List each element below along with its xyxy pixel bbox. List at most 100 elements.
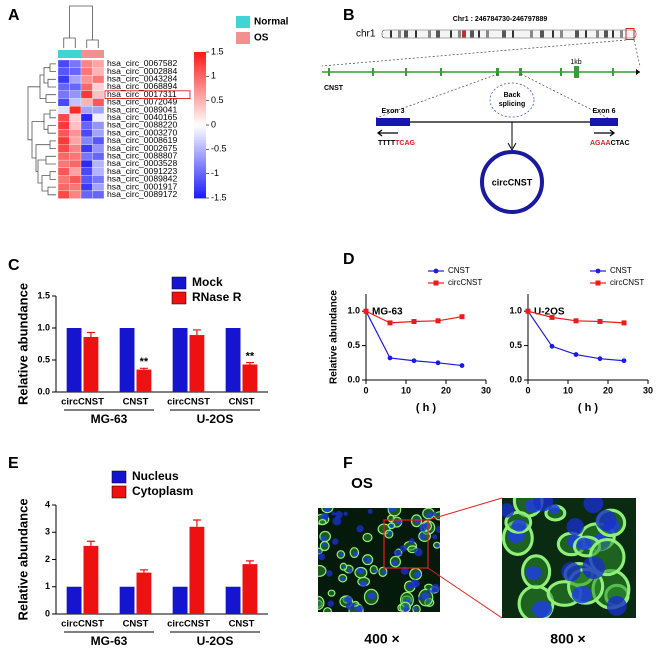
- splice-arrow: [507, 122, 517, 152]
- colorbar-segment: [194, 64, 206, 67]
- group-label: U-2OS: [197, 412, 234, 426]
- nucleus: [414, 548, 423, 557]
- colorbar-segment: [194, 195, 206, 199]
- nucleus: [359, 581, 367, 587]
- x-axis-label: ( h ): [578, 402, 598, 414]
- colorbar-segment: [194, 144, 206, 148]
- heatmap-cell: [80, 113, 93, 122]
- x-tick-label: circCNST: [61, 619, 104, 630]
- point: [573, 318, 579, 324]
- heatmap-cell: [57, 98, 70, 107]
- legend-label: circCNST: [448, 278, 482, 287]
- exon-label: Exon 6: [593, 108, 616, 115]
- panel-label: C: [8, 257, 20, 274]
- legend-label: CNST: [610, 266, 632, 275]
- heatmap-cell: [92, 82, 105, 91]
- chromosome-band: [502, 30, 506, 38]
- x-tick-label: CNST: [123, 397, 149, 408]
- heatmap-cell: [69, 106, 82, 115]
- colorbar-tick-label: -1: [211, 168, 219, 178]
- group-label: U-2OS: [197, 634, 234, 648]
- row-label: hsa_circ_0068894: [107, 81, 177, 91]
- nucleus: [431, 583, 440, 593]
- sequence: TTTTTCAG: [378, 140, 415, 147]
- chromosome-band: [560, 30, 563, 38]
- nucleus: [420, 592, 430, 600]
- panel-label: B: [343, 7, 355, 24]
- heatmap-cell: [80, 106, 93, 115]
- nucleus: [561, 561, 581, 582]
- colorbar-segment: [194, 71, 206, 75]
- bar: [66, 586, 82, 614]
- bar: [119, 328, 135, 392]
- nucleus: [344, 595, 353, 603]
- column-annotation: [69, 50, 81, 58]
- legend-marker: [433, 280, 439, 286]
- row-label: hsa_circ_0072049: [107, 97, 177, 107]
- point: [387, 355, 393, 361]
- colorbar-segment: [194, 178, 206, 182]
- row-label: hsa_circ_0003528: [107, 158, 177, 168]
- chromosome-band: [620, 30, 623, 38]
- cell: [327, 589, 336, 597]
- chromosome: [381, 29, 637, 39]
- colorbar-tick-label: 1: [211, 71, 216, 81]
- heatmap-cell: [80, 98, 93, 107]
- colorbar-tick-label: -0.5: [211, 144, 227, 154]
- colorbar-segment: [194, 95, 206, 99]
- point: [621, 320, 627, 326]
- chart-title: U-2OS: [534, 307, 565, 318]
- chromosome-band: [596, 30, 599, 38]
- point: [597, 319, 603, 325]
- colorbar-segment: [194, 151, 206, 155]
- nucleus: [381, 570, 387, 575]
- row-label: hsa_circ_0008619: [107, 135, 177, 145]
- legend-label: Nucleus: [132, 469, 179, 483]
- zoom-box: [383, 519, 429, 569]
- y-tick-label: 1.0: [509, 306, 522, 316]
- heatmap-cell: [92, 75, 105, 84]
- nucleus: [391, 560, 398, 566]
- panel-label: F: [343, 455, 353, 472]
- colorbar-segment: [194, 54, 206, 58]
- nucleus: [414, 518, 421, 524]
- heatmap-cell: [92, 67, 105, 76]
- point: [411, 358, 417, 364]
- micrograph-zoom: [502, 498, 636, 618]
- colorbar-segment: [194, 78, 206, 82]
- colorbar-segment: [194, 52, 206, 55]
- nucleus: [566, 518, 584, 536]
- legend-marker: [595, 268, 601, 274]
- heatmap-cell: [57, 136, 70, 145]
- magnification: 800 ×: [550, 631, 585, 647]
- heatmap-cell: [57, 167, 70, 176]
- error-bar: [86, 540, 95, 546]
- colorbar-segment: [194, 134, 206, 138]
- heatmap-cell: [69, 129, 82, 138]
- error-bar: [245, 361, 254, 365]
- colorbar-segment: [194, 73, 206, 77]
- heatmap-cell: [69, 152, 82, 161]
- heatmap-cell: [92, 159, 105, 168]
- panel-label: D: [343, 251, 355, 268]
- legend-swatch: [111, 470, 127, 484]
- bar: [83, 545, 99, 614]
- nucleus: [582, 556, 605, 580]
- bar: [242, 364, 258, 392]
- exon-box: [376, 118, 410, 126]
- point: [459, 314, 465, 320]
- heatmap-cell: [92, 121, 105, 130]
- colorbar-segment: [194, 90, 206, 94]
- nucleus: [432, 534, 438, 540]
- y-axis-label: Relative abundance: [15, 498, 30, 620]
- heatmap-cell: [92, 183, 105, 192]
- bar: [189, 335, 205, 392]
- heatmap-cell: [69, 113, 82, 122]
- heatmap-cell: [92, 106, 105, 115]
- point: [525, 308, 531, 314]
- nucleus: [322, 542, 328, 547]
- nucleus: [407, 583, 413, 590]
- bar: [136, 369, 152, 392]
- nucleus: [356, 525, 364, 533]
- nucleus: [414, 571, 422, 578]
